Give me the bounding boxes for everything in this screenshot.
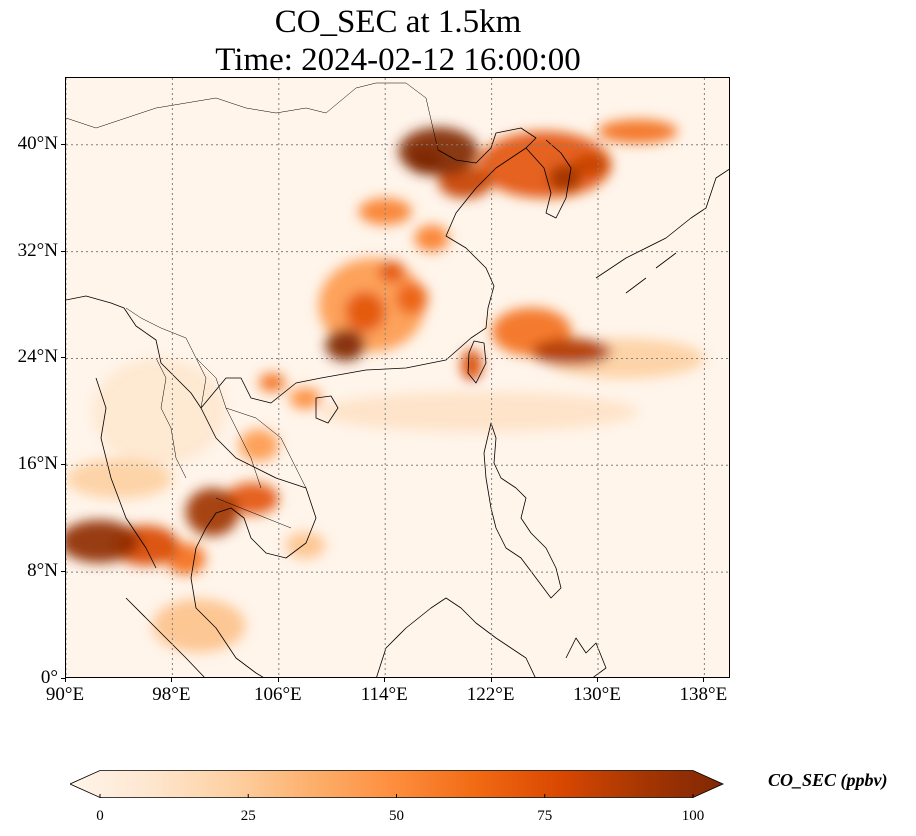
colorbar-label: CO_SEC (ppbv) [768, 770, 888, 790]
coastline-sumatra [125, 597, 205, 677]
co-plume-30 [325, 329, 366, 362]
lat-tick-mark [61, 464, 65, 466]
co-plume-19 [225, 482, 279, 515]
co-plume-27 [66, 520, 140, 563]
co-plume-1 [318, 391, 638, 432]
lat-tick-mark [61, 571, 65, 573]
graticule [66, 78, 729, 677]
lon-tick-label: 122°E [466, 684, 515, 705]
lon-tick-mark [597, 678, 598, 682]
lon-tick-label: 106°E [253, 684, 302, 705]
colorbar-ramp [70, 770, 724, 798]
concentration-field [66, 119, 705, 653]
coastline-taiwan [467, 340, 487, 384]
colorbar-ticks [99, 794, 694, 798]
colorbar-tick-label: 75 [537, 808, 553, 824]
co-plume-25 [548, 164, 581, 192]
lat-tick-mark [61, 143, 65, 145]
co-plume-18 [378, 260, 406, 283]
co-plume-24 [531, 338, 612, 366]
lon-tick-label: 130°E [573, 684, 621, 705]
co-plume-11 [598, 119, 678, 144]
lon-tick-mark [703, 678, 705, 682]
lon-tick-label: 114°E [360, 684, 408, 705]
co-plume-5 [285, 532, 326, 559]
co-plume-13 [258, 373, 286, 392]
lon-tick-label: 138°E [679, 684, 728, 705]
lat-tick-label: 32°N [17, 239, 58, 261]
co-plume-4 [152, 598, 246, 653]
co-plume-23 [572, 154, 610, 176]
coastline-indochina [190, 407, 317, 677]
lon-tick-label: 90°E [45, 684, 85, 705]
co-plume-17 [345, 291, 386, 332]
country-borders [66, 82, 439, 529]
coastline-myanmar-bay [95, 377, 157, 569]
co-plume-15 [395, 282, 428, 315]
lat-tick-label: 16°N [17, 453, 58, 475]
coastline-japan [595, 168, 729, 294]
coastline-korea [525, 139, 572, 219]
lat-tick-mark [61, 357, 65, 359]
lon-tick-mark [65, 678, 66, 682]
colorbar-tick-label: 100 [681, 808, 705, 824]
colorbar-tick-label: 50 [389, 808, 404, 824]
map-title: CO_SEC at 1.5km [274, 4, 522, 40]
co-plume-20 [461, 349, 483, 382]
map-panel [65, 77, 730, 678]
co-plume-22 [438, 166, 492, 199]
colorbar [70, 770, 724, 798]
coastline-borneo [376, 597, 536, 677]
lon-tick-mark [490, 678, 492, 682]
coastline-philippines [483, 422, 562, 599]
coastline-hainan [315, 395, 339, 424]
co-plume-10 [414, 224, 450, 252]
colorbar-tick-label: 25 [240, 808, 256, 824]
lon-tick-mark [171, 678, 173, 682]
coastline-sulawesi [565, 637, 607, 677]
colorbar-tick-label: 0 [96, 808, 104, 824]
coastline-china-mainland [66, 127, 537, 409]
lat-tick-label: 0° [40, 667, 58, 688]
co-plume-3 [66, 458, 173, 499]
co-plume-0 [92, 358, 226, 466]
lat-tick-label: 24°N [17, 346, 58, 368]
co-plume-9 [358, 198, 412, 225]
co-plume-26 [185, 488, 239, 537]
lon-tick-mark [277, 678, 279, 682]
co-plume-8 [289, 387, 322, 410]
co-plume-29 [407, 147, 443, 175]
coastline-layer [66, 127, 729, 677]
lon-tick-mark [384, 678, 386, 682]
lat-tick-mark [61, 250, 65, 252]
lat-tick-label: 8°N [27, 560, 58, 582]
lat-tick-mark [61, 678, 65, 679]
map-canvas [66, 78, 729, 677]
map-time-title: Time: 2024-02-12 16:00:00 [215, 42, 581, 78]
lon-tick-label: 98°E [152, 684, 191, 705]
lat-tick-label: 40°N [17, 132, 58, 154]
